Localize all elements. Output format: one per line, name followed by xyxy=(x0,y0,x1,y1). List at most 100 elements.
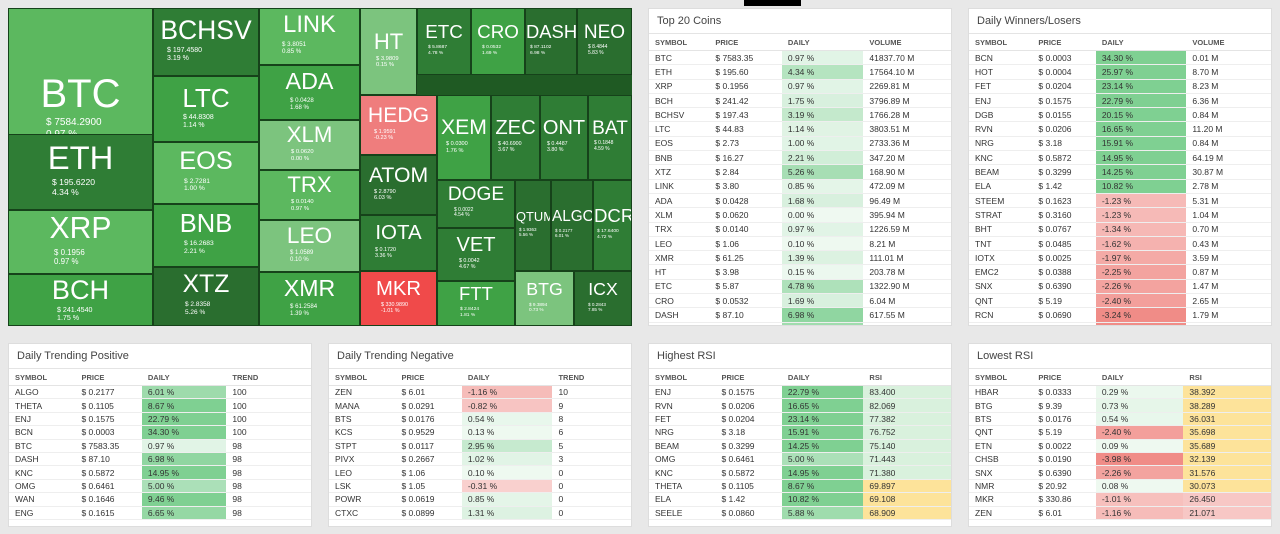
table-row[interactable]: CTXC $ 0.0899 1.31 % 0 xyxy=(329,506,631,520)
column-header[interactable]: TREND xyxy=(552,369,631,386)
table-row[interactable]: WAN $ 0.1646 9.46 % 98 xyxy=(9,492,311,507)
column-header[interactable]: PRICE xyxy=(709,34,782,51)
table-row[interactable]: BCN $ 0.0003 34.30 % 100 xyxy=(9,425,311,440)
table-row[interactable]: RVN $ 0.0206 16.65 % 11.20 M xyxy=(969,121,1271,137)
treemap-tile-zec[interactable]: ZEC $ 40.6900 3.67 % xyxy=(491,95,540,180)
table-row[interactable]: XRP $ 0.1956 0.97 % 2269.81 M xyxy=(649,79,951,94)
table-row[interactable]: FET $ 0.0204 23.14 % 77.382 xyxy=(649,412,951,427)
treemap-tile-xmr[interactable]: XMR $ 61.2584 1.39 % xyxy=(259,272,360,326)
treemap-tile-eos[interactable]: EOS $ 2.7281 1.00 % xyxy=(153,142,259,204)
table-row[interactable]: BTG $ 9.39 0.73 % 38.289 xyxy=(969,398,1271,413)
table-row[interactable]: LSK $ 1.05 -0.31 % 0 xyxy=(329,479,631,494)
column-header[interactable]: DAILY xyxy=(1095,34,1187,51)
table-row[interactable]: RVN $ 0.0206 16.65 % 82.069 xyxy=(649,398,951,413)
table-row[interactable]: BTS $ 0.0176 0.54 % 36.031 xyxy=(969,412,1271,427)
table-row[interactable]: STPT $ 0.0117 2.95 % 5 xyxy=(329,439,631,453)
treemap-tile-neo[interactable]: NEO $ 8.4844 5.83 % xyxy=(577,8,632,75)
table-row[interactable]: TRX $ 0.0140 0.97 % 1226.59 M xyxy=(649,222,951,237)
table-row[interactable]: XTZ $ 2.84 5.26 % 168.90 M xyxy=(649,164,951,180)
column-header[interactable]: SYMBOL xyxy=(329,369,396,386)
treemap-tile-mkr[interactable]: MKR $ 330.9890 -1.01 % xyxy=(360,271,437,326)
table-row[interactable]: CRO $ 0.0532 1.69 % 6.04 M xyxy=(649,293,951,309)
treemap-tile-xrp[interactable]: XRP $ 0.1956 0.97 % xyxy=(8,210,153,274)
treemap-tile-cro[interactable]: CRO $ 0.0532 1.69 % xyxy=(471,8,525,75)
table-row[interactable]: OMG $ 0.6461 5.00 % 98 xyxy=(9,479,311,494)
table-row[interactable]: MANA $ 0.0291 -0.82 % 9 xyxy=(329,398,631,413)
table-row[interactable]: DASH $ 87.10 6.98 % 617.55 M xyxy=(649,307,951,323)
table-row[interactable]: QNT $ 5.19 -2.40 % 35.698 xyxy=(969,425,1271,440)
treemap-tile-qtum[interactable]: QTUM $ 1.9363 5.56 % xyxy=(515,180,551,271)
table-row[interactable]: ENJ $ 0.1575 22.79 % 100 xyxy=(9,412,311,427)
table-row[interactable]: STRAT $ 0.3160 -1.23 % 1.04 M xyxy=(969,207,1271,223)
treemap-tile-etc[interactable]: ETC $ 5.8687 4.78 % xyxy=(417,8,471,75)
treemap-tile-ltc[interactable]: LTC $ 44.8308 1.14 % xyxy=(153,76,259,142)
table-row[interactable]: NRG $ 3.18 15.91 % 0.84 M xyxy=(969,136,1271,152)
table-row[interactable]: HT $ 3.98 0.15 % 203.78 M xyxy=(649,264,951,280)
treemap-tile-xtz[interactable]: XTZ $ 2.8358 5.26 % xyxy=(153,267,259,326)
table-row[interactable]: MKR $ 330.86 -1.01 % 26.450 xyxy=(969,492,1271,507)
table-row[interactable]: LEO $ 1.06 0.10 % 0 xyxy=(329,465,631,480)
table-row[interactable]: NEO$ 8.495.83 %773.48 M xyxy=(649,322,951,325)
treemap-tile-ont[interactable]: ONT $ 0.4487 3.80 % xyxy=(540,95,588,180)
table-row[interactable]: DGB $ 0.0155 20.15 % 0.84 M xyxy=(969,107,1271,123)
treemap-tile-atom[interactable]: ATOM $ 2.8790 6.03 % xyxy=(360,155,437,215)
table-row[interactable]: ENJ $ 0.1575 22.79 % 6.36 M xyxy=(969,93,1271,109)
treemap-tile-xlm[interactable]: XLM $ 0.0620 0.00 % xyxy=(259,120,360,170)
treemap-tile-doge[interactable]: DOGE $ 0.0022 4.54 % xyxy=(437,180,515,228)
table-row[interactable]: XLM $ 0.0620 0.00 % 395.94 M xyxy=(649,207,951,223)
table-row[interactable]: DASH $ 87.10 6.98 % 98 xyxy=(9,452,311,467)
table-row[interactable]: ETN $ 0.0022 0.09 % 35.689 xyxy=(969,439,1271,453)
table-row[interactable]: ELA $ 1.42 10.82 % 2.78 M xyxy=(969,179,1271,194)
table-row[interactable]: THETA $ 0.1105 8.67 % 100 xyxy=(9,398,311,413)
table-row[interactable]: LINK $ 3.80 0.85 % 472.09 M xyxy=(649,179,951,194)
table-row[interactable]: BCHSV $ 197.43 3.19 % 1766.28 M xyxy=(649,107,951,123)
table-row[interactable]: ALGO $ 0.2177 6.01 % 100 xyxy=(9,385,311,400)
table-row[interactable]: PIVX $ 0.2667 1.02 % 3 xyxy=(329,452,631,467)
table-row[interactable]: ENJ $ 0.1575 22.79 % 83.400 xyxy=(649,385,951,400)
column-header[interactable]: PRICE xyxy=(75,369,142,386)
treemap-tile-ada[interactable]: ADA $ 0.0428 1.68 % xyxy=(259,65,360,120)
table-row[interactable]: BEAM $ 0.3299 14.25 % 75.140 xyxy=(649,439,951,453)
table-row[interactable]: IOTX $ 0.0025 -1.97 % 3.59 M xyxy=(969,250,1271,266)
treemap-tile-eth[interactable]: ETH $ 195.6220 4.34 % xyxy=(8,134,153,210)
treemap-tile-leo[interactable]: LEO $ 1.0589 0.10 % xyxy=(259,220,360,272)
column-header[interactable]: PRICE xyxy=(1032,369,1096,386)
column-header[interactable]: PRICE xyxy=(715,369,782,386)
column-header[interactable]: SYMBOL xyxy=(969,369,1033,386)
table-row[interactable]: XMR $ 61.25 1.39 % 111.01 M xyxy=(649,250,951,266)
column-header[interactable]: SYMBOL xyxy=(649,34,710,51)
table-row[interactable]: HOT $ 0.0004 25.97 % 8.70 M xyxy=(969,64,1271,80)
column-header[interactable]: RSI xyxy=(1183,369,1271,386)
column-header[interactable]: PRICE xyxy=(395,369,462,386)
treemap-tile-bchsv[interactable]: BCHSV $ 197.4580 3.19 % xyxy=(153,8,259,76)
table-row[interactable]: KNC $ 0.5872 14.95 % 71.380 xyxy=(649,465,951,480)
column-header[interactable]: SYMBOL xyxy=(969,34,1033,51)
table-row[interactable]: BCN $ 0.0003 34.30 % 0.01 M xyxy=(969,50,1271,66)
table-row[interactable]: EOS $ 2.73 1.00 % 2733.36 M xyxy=(649,136,951,152)
table-row[interactable]: NRG $ 3.18 15.91 % 76.752 xyxy=(649,425,951,440)
treemap-tile-icx[interactable]: ICX $ 0.2843 7.85 % xyxy=(574,271,632,326)
table-row[interactable]: CHSB$ 0.0190-3.98 %0.07 M xyxy=(969,322,1271,325)
table-row[interactable]: TNT $ 0.0485 -1.62 % 0.43 M xyxy=(969,236,1271,252)
table-row[interactable]: ETC $ 5.87 4.78 % 1322.90 M xyxy=(649,279,951,295)
table-row[interactable]: SNX $ 0.6390 -2.26 % 31.576 xyxy=(969,465,1271,480)
table-row[interactable]: BHT $ 0.0767 -1.34 % 0.70 M xyxy=(969,222,1271,237)
table-row[interactable]: ENG $ 0.1615 6.65 % 98 xyxy=(9,506,311,520)
table-row[interactable]: BCH $ 241.42 1.75 % 3796.89 M xyxy=(649,93,951,109)
table-row[interactable]: BTC $ 7583.35 0.97 % 98 xyxy=(9,439,311,453)
table-row[interactable]: BTS $ 0.0176 0.54 % 8 xyxy=(329,412,631,427)
table-row[interactable]: NMR $ 20.92 0.08 % 30.073 xyxy=(969,479,1271,494)
treemap-tile-link[interactable]: LINK $ 3.8051 0.85 % xyxy=(259,8,360,65)
table-row[interactable]: ETH $ 195.60 4.34 % 17564.10 M xyxy=(649,64,951,80)
table-row[interactable]: RCN $ 0.0690 -3.24 % 1.79 M xyxy=(969,307,1271,323)
table-row[interactable]: STEEM $ 0.1623 -1.23 % 5.31 M xyxy=(969,193,1271,209)
column-header[interactable]: TREND xyxy=(226,369,311,386)
table-row[interactable]: THETA $ 0.1105 8.67 % 69.897 xyxy=(649,479,951,494)
table-row[interactable]: KNC $ 0.5872 14.95 % 64.19 M xyxy=(969,150,1271,166)
treemap-tile-xem[interactable]: XEM $ 0.0300 1.76 % xyxy=(437,95,491,180)
table-row[interactable]: LTC $ 44.83 1.14 % 3803.51 M xyxy=(649,121,951,137)
treemap-tile-hedg[interactable]: HEDG $ 1.9591 -0.23 % xyxy=(360,95,437,155)
treemap-tile-bch[interactable]: BCH $ 241.4540 1.75 % xyxy=(8,274,153,326)
column-header[interactable]: SYMBOL xyxy=(649,369,716,386)
column-header[interactable]: PRICE xyxy=(1032,34,1096,51)
